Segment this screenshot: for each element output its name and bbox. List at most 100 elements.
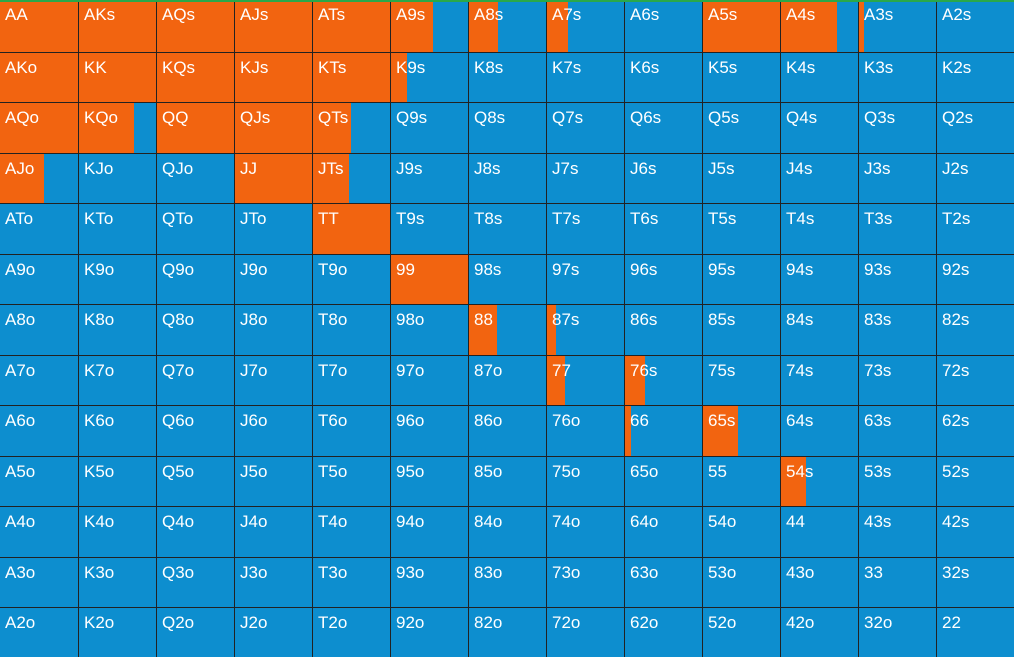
hand-cell-95o[interactable]: 95o bbox=[391, 457, 468, 506]
hand-cell-q7o[interactable]: Q7o bbox=[157, 356, 234, 405]
hand-cell-tt[interactable]: TT bbox=[313, 204, 390, 254]
hand-cell-a7o[interactable]: A7o bbox=[0, 356, 78, 405]
hand-cell-kk[interactable]: KK bbox=[79, 53, 156, 102]
hand-cell-t6s[interactable]: T6s bbox=[625, 204, 702, 254]
hand-cell-92s[interactable]: 92s bbox=[937, 255, 1014, 304]
hand-cell-62s[interactable]: 62s bbox=[937, 406, 1014, 456]
hand-cell-kjs[interactable]: KJs bbox=[235, 53, 312, 102]
hand-cell-74s[interactable]: 74s bbox=[781, 356, 858, 405]
hand-cell-a4s[interactable]: A4s bbox=[781, 0, 858, 52]
hand-cell-t7s[interactable]: T7s bbox=[547, 204, 624, 254]
hand-cell-52o[interactable]: 52o bbox=[703, 608, 780, 657]
hand-cell-ajs[interactable]: AJs bbox=[235, 0, 312, 52]
hand-cell-64o[interactable]: 64o bbox=[625, 507, 702, 557]
hand-cell-t9s[interactable]: T9s bbox=[391, 204, 468, 254]
hand-cell-qjs[interactable]: QJs bbox=[235, 103, 312, 153]
hand-cell-k4s[interactable]: K4s bbox=[781, 53, 858, 102]
hand-cell-76o[interactable]: 76o bbox=[547, 406, 624, 456]
hand-cell-a2o[interactable]: A2o bbox=[0, 608, 78, 657]
hand-cell-k3o[interactable]: K3o bbox=[79, 558, 156, 607]
hand-cell-98s[interactable]: 98s bbox=[469, 255, 546, 304]
hand-cell-aqo[interactable]: AQo bbox=[0, 103, 78, 153]
hand-cell-qto[interactable]: QTo bbox=[157, 204, 234, 254]
hand-cell-q7s[interactable]: Q7s bbox=[547, 103, 624, 153]
hand-cell-t4o[interactable]: T4o bbox=[313, 507, 390, 557]
hand-cell-83s[interactable]: 83s bbox=[859, 305, 936, 355]
hand-cell-a6o[interactable]: A6o bbox=[0, 406, 78, 456]
hand-cell-95s[interactable]: 95s bbox=[703, 255, 780, 304]
hand-cell-j7s[interactable]: J7s bbox=[547, 154, 624, 203]
hand-cell-j2o[interactable]: J2o bbox=[235, 608, 312, 657]
hand-cell-j3s[interactable]: J3s bbox=[859, 154, 936, 203]
hand-cell-jj[interactable]: JJ bbox=[235, 154, 312, 203]
hand-cell-k7s[interactable]: K7s bbox=[547, 53, 624, 102]
hand-cell-a3o[interactable]: A3o bbox=[0, 558, 78, 607]
hand-cell-q2s[interactable]: Q2s bbox=[937, 103, 1014, 153]
hand-cell-k3s[interactable]: K3s bbox=[859, 53, 936, 102]
hand-cell-t6o[interactable]: T6o bbox=[313, 406, 390, 456]
hand-cell-q2o[interactable]: Q2o bbox=[157, 608, 234, 657]
hand-cell-ato[interactable]: ATo bbox=[0, 204, 78, 254]
hand-cell-q9o[interactable]: Q9o bbox=[157, 255, 234, 304]
hand-cell-54o[interactable]: 54o bbox=[703, 507, 780, 557]
hand-cell-55[interactable]: 55 bbox=[703, 457, 780, 506]
hand-cell-q5s[interactable]: Q5s bbox=[703, 103, 780, 153]
hand-cell-94o[interactable]: 94o bbox=[391, 507, 468, 557]
hand-cell-j6s[interactable]: J6s bbox=[625, 154, 702, 203]
hand-cell-k6s[interactable]: K6s bbox=[625, 53, 702, 102]
hand-cell-43s[interactable]: 43s bbox=[859, 507, 936, 557]
hand-cell-87s[interactable]: 87s bbox=[547, 305, 624, 355]
hand-cell-q8o[interactable]: Q8o bbox=[157, 305, 234, 355]
hand-cell-42o[interactable]: 42o bbox=[781, 608, 858, 657]
hand-cell-54s[interactable]: 54s bbox=[781, 457, 858, 506]
hand-cell-j2s[interactable]: J2s bbox=[937, 154, 1014, 203]
hand-cell-t8s[interactable]: T8s bbox=[469, 204, 546, 254]
hand-cell-j8o[interactable]: J8o bbox=[235, 305, 312, 355]
hand-cell-44[interactable]: 44 bbox=[781, 507, 858, 557]
hand-cell-82o[interactable]: 82o bbox=[469, 608, 546, 657]
hand-cell-98o[interactable]: 98o bbox=[391, 305, 468, 355]
hand-cell-72s[interactable]: 72s bbox=[937, 356, 1014, 405]
hand-cell-qq[interactable]: QQ bbox=[157, 103, 234, 153]
hand-cell-96s[interactable]: 96s bbox=[625, 255, 702, 304]
hand-cell-jts[interactable]: JTs bbox=[313, 154, 390, 203]
hand-cell-75s[interactable]: 75s bbox=[703, 356, 780, 405]
hand-cell-aa[interactable]: AA bbox=[0, 0, 78, 52]
hand-cell-k8o[interactable]: K8o bbox=[79, 305, 156, 355]
hand-cell-j5s[interactable]: J5s bbox=[703, 154, 780, 203]
hand-cell-t9o[interactable]: T9o bbox=[313, 255, 390, 304]
hand-cell-a2s[interactable]: A2s bbox=[937, 0, 1014, 52]
hand-cell-k5o[interactable]: K5o bbox=[79, 457, 156, 506]
hand-cell-aqs[interactable]: AQs bbox=[157, 0, 234, 52]
hand-cell-82s[interactable]: 82s bbox=[937, 305, 1014, 355]
hand-cell-96o[interactable]: 96o bbox=[391, 406, 468, 456]
hand-cell-64s[interactable]: 64s bbox=[781, 406, 858, 456]
hand-cell-22[interactable]: 22 bbox=[937, 608, 1014, 657]
hand-cell-t8o[interactable]: T8o bbox=[313, 305, 390, 355]
hand-cell-63o[interactable]: 63o bbox=[625, 558, 702, 607]
hand-cell-94s[interactable]: 94s bbox=[781, 255, 858, 304]
hand-cell-a7s[interactable]: A7s bbox=[547, 0, 624, 52]
hand-cell-32o[interactable]: 32o bbox=[859, 608, 936, 657]
hand-cell-j6o[interactable]: J6o bbox=[235, 406, 312, 456]
hand-cell-84o[interactable]: 84o bbox=[469, 507, 546, 557]
hand-cell-ajo[interactable]: AJo bbox=[0, 154, 78, 203]
hand-cell-99[interactable]: 99 bbox=[391, 255, 468, 304]
hand-cell-t5s[interactable]: T5s bbox=[703, 204, 780, 254]
hand-cell-93s[interactable]: 93s bbox=[859, 255, 936, 304]
hand-cell-kts[interactable]: KTs bbox=[313, 53, 390, 102]
hand-cell-a9o[interactable]: A9o bbox=[0, 255, 78, 304]
hand-cell-q3o[interactable]: Q3o bbox=[157, 558, 234, 607]
hand-cell-a8s[interactable]: A8s bbox=[469, 0, 546, 52]
hand-cell-73s[interactable]: 73s bbox=[859, 356, 936, 405]
hand-cell-53o[interactable]: 53o bbox=[703, 558, 780, 607]
hand-cell-a6s[interactable]: A6s bbox=[625, 0, 702, 52]
hand-cell-a5o[interactable]: A5o bbox=[0, 457, 78, 506]
hand-cell-k2o[interactable]: K2o bbox=[79, 608, 156, 657]
hand-cell-ako[interactable]: AKo bbox=[0, 53, 78, 102]
hand-cell-92o[interactable]: 92o bbox=[391, 608, 468, 657]
hand-cell-kqs[interactable]: KQs bbox=[157, 53, 234, 102]
hand-cell-52s[interactable]: 52s bbox=[937, 457, 1014, 506]
hand-cell-q8s[interactable]: Q8s bbox=[469, 103, 546, 153]
hand-cell-jto[interactable]: JTo bbox=[235, 204, 312, 254]
